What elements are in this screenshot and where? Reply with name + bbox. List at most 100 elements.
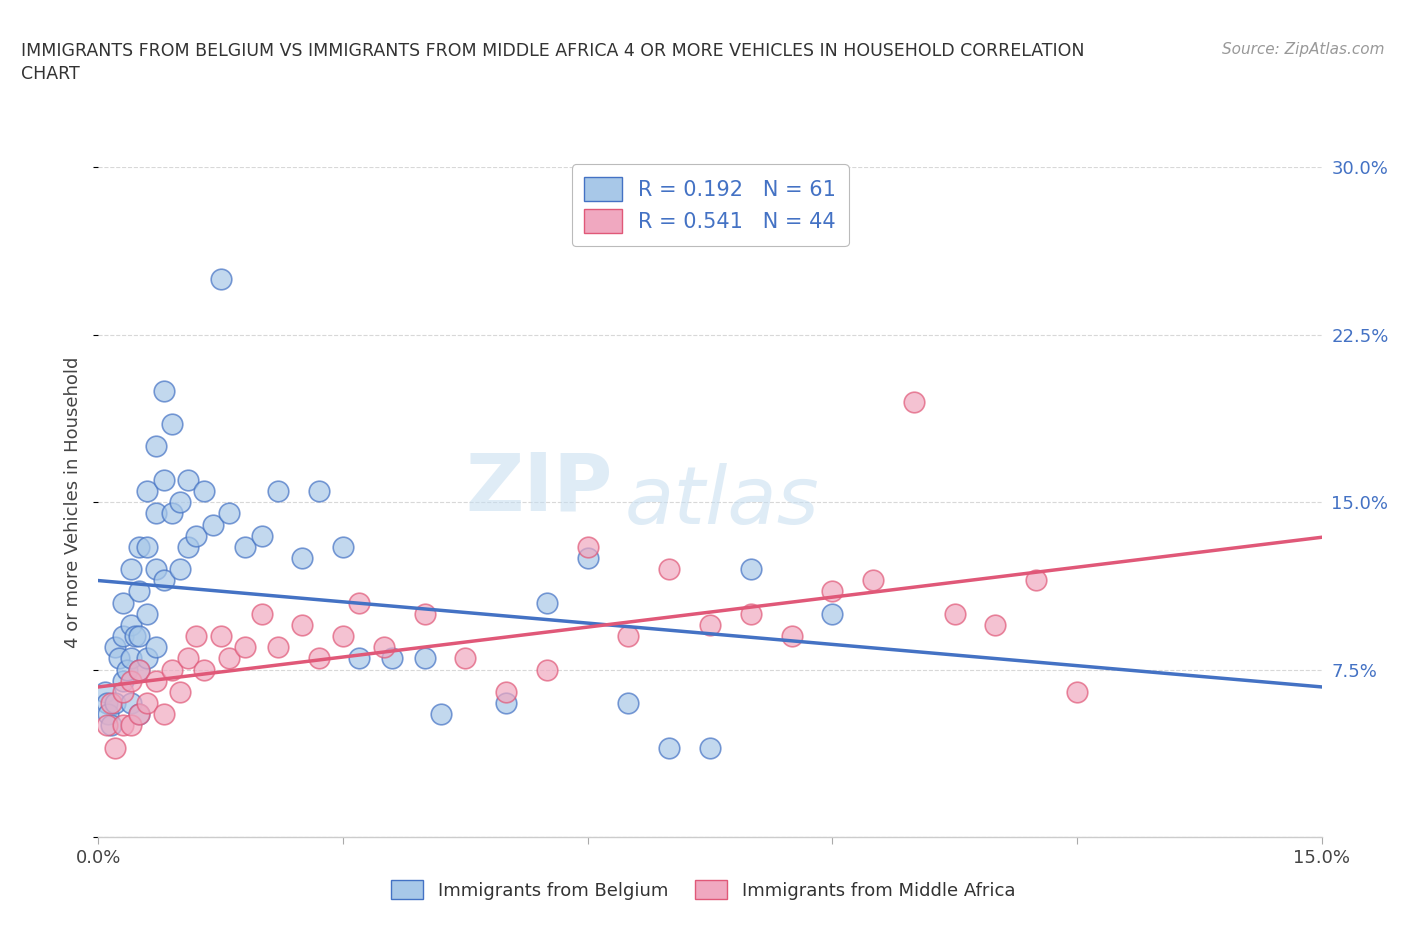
Point [108,651,131,666]
Point [136,651,159,666]
Legend: Immigrants from Belgium, Immigrants from Middle Africa: Immigrants from Belgium, Immigrants from… [384,873,1022,907]
Point [145,640,167,655]
Point [124,629,146,644]
Point [169,495,191,510]
Point [201,517,224,532]
Point [617,629,640,644]
Point [169,562,191,577]
Point [100,696,122,711]
Point [128,539,150,554]
Text: IMMIGRANTS FROM BELGIUM VS IMMIGRANTS FROM MIDDLE AFRICA 4 OR MORE VEHICLES IN H: IMMIGRANTS FROM BELGIUM VS IMMIGRANTS FR… [21,42,1084,60]
Point [250,528,273,543]
Point [209,272,232,286]
Point [821,606,844,621]
Text: atlas: atlas [624,463,820,541]
Point [120,651,142,666]
Point [413,606,436,621]
Point [104,640,127,655]
Point [454,651,477,666]
Point [136,484,159,498]
Point [349,595,371,610]
Text: CHART: CHART [21,65,80,83]
Point [943,606,966,621]
Point [233,539,256,554]
Point [111,595,134,610]
Point [120,696,142,711]
Point [740,562,762,577]
Point [332,629,354,644]
Point [152,707,174,722]
Point [984,618,1007,632]
Point [111,673,134,688]
Point [128,707,150,722]
Point [291,618,314,632]
Point [576,551,599,565]
Point [120,562,142,577]
Point [699,740,721,755]
Point [100,718,122,733]
Point [780,629,803,644]
Point [160,506,183,521]
Point [136,696,159,711]
Point [177,651,200,666]
Point [160,662,183,677]
Point [145,439,167,454]
Point [658,562,681,577]
Point [136,539,159,554]
Point [120,673,142,688]
Point [536,595,558,610]
Point [233,640,256,655]
Point [209,629,232,644]
Point [152,383,174,398]
Point [177,539,200,554]
Point [145,673,167,688]
Point [160,417,183,432]
Point [115,662,138,677]
Point [97,707,120,722]
Point [250,606,273,621]
Point [120,618,142,632]
Legend: R = 0.192   N = 61, R = 0.541   N = 44: R = 0.192 N = 61, R = 0.541 N = 44 [571,165,849,246]
Point [536,662,558,677]
Point [96,696,118,711]
Point [136,606,159,621]
Point [186,528,208,543]
Point [193,484,215,498]
Point [332,539,354,554]
Text: ZIP: ZIP [465,450,612,528]
Point [430,707,453,722]
Point [111,718,134,733]
Point [903,394,925,409]
Point [128,584,150,599]
Point [218,651,240,666]
Point [381,651,404,666]
Point [128,662,150,677]
Point [111,684,134,699]
Point [145,506,167,521]
Point [373,640,395,655]
Point [495,696,517,711]
Point [349,651,371,666]
Point [186,629,208,644]
Point [267,640,290,655]
Point [120,718,142,733]
Point [267,484,290,498]
Text: Source: ZipAtlas.com: Source: ZipAtlas.com [1222,42,1385,57]
Point [862,573,884,588]
Point [495,684,517,699]
Point [128,707,150,722]
Point [111,629,134,644]
Point [96,718,118,733]
Point [291,551,314,565]
Point [617,696,640,711]
Point [128,629,150,644]
Point [413,651,436,666]
Point [177,472,200,487]
Point [193,662,215,677]
Point [169,684,191,699]
Point [658,740,681,755]
Point [1066,684,1088,699]
Point [576,539,599,554]
Point [218,506,240,521]
Point [699,618,721,632]
